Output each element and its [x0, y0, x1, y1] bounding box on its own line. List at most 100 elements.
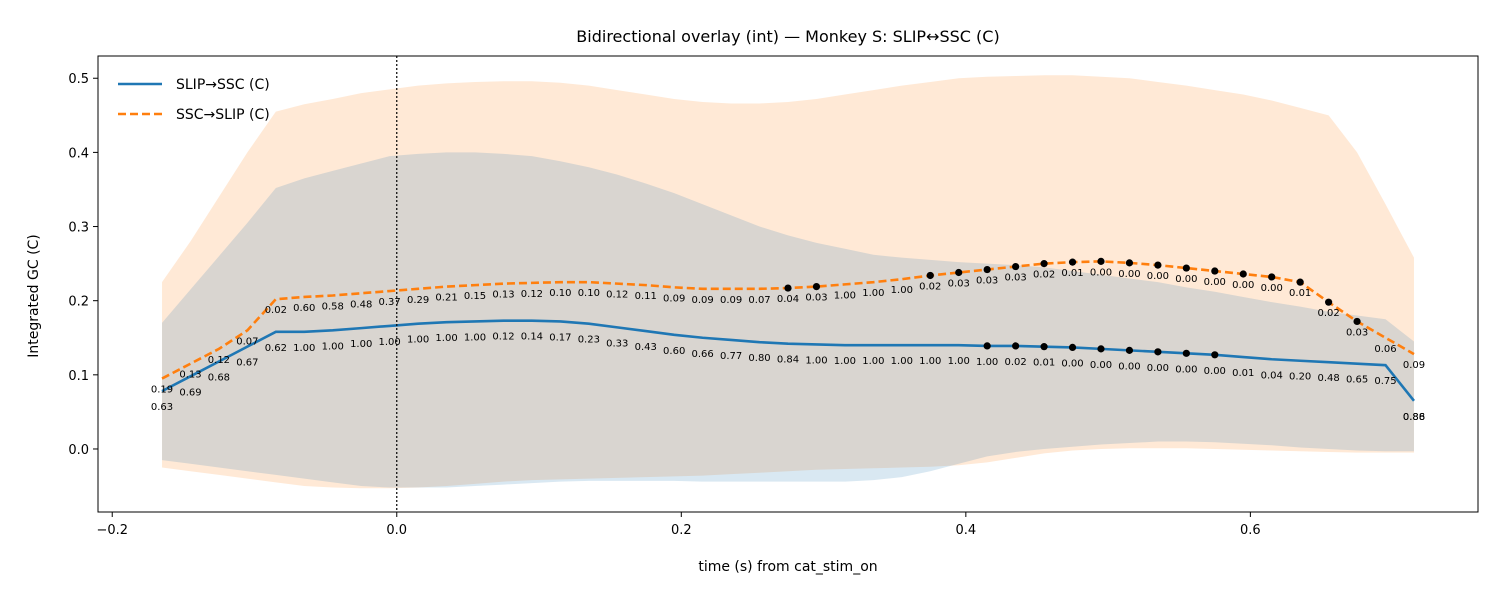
pvalue-label: 0.69 [179, 387, 201, 398]
significance-marker [1012, 262, 1020, 271]
pvalue-label: 0.00 [1232, 280, 1254, 291]
significance-marker [1211, 351, 1219, 359]
significance-marker [1068, 258, 1077, 266]
x-tick-label: 0.2 [671, 523, 692, 538]
confidence-band-1 [162, 75, 1414, 489]
significance-marker [1040, 260, 1048, 268]
pvalue-label: 0.48 [350, 299, 372, 310]
pvalue-label: 0.12 [521, 289, 543, 300]
pvalue-label: 0.86 [1403, 412, 1425, 423]
pvalue-label: 1.00 [805, 355, 827, 366]
pvalue-label: 0.00 [1118, 361, 1140, 372]
pvalue-label: 0.80 [748, 353, 770, 364]
pvalue-label: 1.00 [322, 341, 344, 352]
p-value-labels: 0.19 0.13 0.12 0.07 0.02 0.60 0.58 0.48 0.37 0.29… [151, 267, 1425, 422]
x-tick-label: 0.0 [386, 523, 407, 538]
pvalue-label: 0.63 [151, 402, 173, 413]
pvalue-label: 0.12 [606, 290, 628, 301]
pvalue-label: 1.00 [834, 290, 856, 301]
y-axis-ticks: 0.0 0.1 0.2 0.3 0.4 0.5 [68, 72, 98, 458]
significance-marker [926, 271, 934, 280]
pvalue-label: 0.01 [1061, 268, 1083, 279]
pvalue-label: 0.06 [1374, 344, 1396, 355]
significance-marker [983, 265, 991, 274]
pvalue-label: 0.68 [208, 372, 230, 383]
pvalue-label: 0.75 [1374, 376, 1396, 387]
pvalue-label: 0.00 [1261, 283, 1283, 294]
significance-marker [1154, 261, 1162, 269]
pvalue-label: 0.10 [578, 288, 600, 299]
y-axis-label: Integrated GC (C) [26, 234, 42, 358]
significance-marker [1125, 346, 1134, 354]
significance-marker [1296, 278, 1304, 286]
significance-marker [1268, 273, 1276, 281]
pvalue-label: 0.00 [1090, 267, 1112, 278]
pvalue-label: 1.00 [891, 356, 913, 367]
pvalue-label: 1.00 [862, 288, 884, 299]
pvalue-label: 0.20 [1289, 372, 1311, 383]
pvalue-label: 0.00 [1175, 274, 1197, 285]
pvalue-label: 0.12 [492, 332, 514, 343]
y-tick-label: 0.1 [68, 369, 89, 384]
significance-marker [1239, 270, 1247, 278]
pvalue-label: 0.07 [748, 295, 770, 306]
pvalue-label: 0.09 [692, 295, 714, 306]
pvalue-label: 1.00 [435, 333, 457, 344]
significance-marker [1097, 257, 1105, 265]
pvalue-label: 0.01 [1289, 288, 1311, 299]
pvalue-label: 0.00 [1147, 271, 1169, 282]
pvalue-label: 1.00 [293, 343, 315, 354]
series-line-0 [161, 319, 1415, 402]
significance-marker [1012, 342, 1020, 350]
significance-marker [1068, 343, 1077, 351]
x-axis-ticks: −0.2 0.0 0.2 0.4 0.6 [96, 512, 1261, 538]
pvalue-label: 0.33 [606, 338, 628, 349]
legend-label-slip-ssc: SLIP→SSC (C) [176, 77, 270, 93]
pvalue-label: 0.62 [265, 343, 287, 354]
significance-marker [1040, 343, 1048, 351]
pvalue-label: 0.17 [549, 332, 571, 343]
pvalue-label: 0.03 [1004, 273, 1026, 284]
y-tick-label: 0.3 [68, 221, 89, 236]
pvalue-label: 1.00 [891, 285, 913, 296]
significance-marker [812, 282, 821, 291]
significance-marker [983, 342, 991, 350]
significance-marker [1154, 348, 1162, 356]
pvalue-label: 0.00 [1175, 364, 1197, 375]
pvalue-label: 0.09 [663, 293, 685, 304]
pvalue-label: 0.67 [236, 358, 258, 369]
significance-marker [1182, 264, 1190, 272]
pvalue-label: 0.03 [805, 293, 827, 304]
confidence-bands [162, 75, 1414, 489]
confidence-band-0 [162, 152, 1414, 488]
x-tick-label: 0.6 [1240, 523, 1261, 538]
pvalue-label: 0.00 [1061, 358, 1083, 369]
pvalue-label: 0.14 [521, 332, 543, 343]
pvalue-label: 0.00 [1204, 277, 1226, 288]
pvalue-label: 0.02 [1317, 308, 1339, 319]
pvalue-label: 0.84 [777, 355, 799, 366]
pvalue-label: 1.00 [379, 337, 401, 348]
pvalue-label: 0.12 [208, 355, 230, 366]
pvalue-label: 0.21 [435, 293, 457, 304]
pvalue-label: 0.00 [1118, 269, 1140, 280]
pvalue-label: 0.88 [1403, 412, 1425, 423]
pvalue-label: 1.00 [464, 332, 486, 343]
significance-marker [1182, 349, 1190, 357]
pvalue-label: 0.23 [578, 335, 600, 346]
pvalue-label: 1.00 [407, 335, 429, 346]
pvalue-label: 0.15 [464, 291, 486, 302]
pvalue-label: 0.07 [236, 336, 258, 347]
significance-marker [1211, 267, 1219, 275]
significance-marker [1097, 345, 1105, 353]
y-tick-label: 0.0 [68, 443, 89, 458]
pvalue-label: 0.02 [919, 281, 941, 292]
pvalue-label: 1.00 [948, 356, 970, 367]
pvalue-label: 1.00 [862, 356, 884, 367]
pvalue-label: 0.03 [976, 276, 998, 287]
significance-marker [1125, 259, 1134, 267]
legend: SLIP→SSC (C) SSC→SLIP (C) [118, 77, 270, 123]
pvalue-label: 0.13 [492, 290, 514, 301]
pvalue-label: 0.58 [322, 301, 344, 312]
x-tick-label: 0.4 [955, 523, 976, 538]
